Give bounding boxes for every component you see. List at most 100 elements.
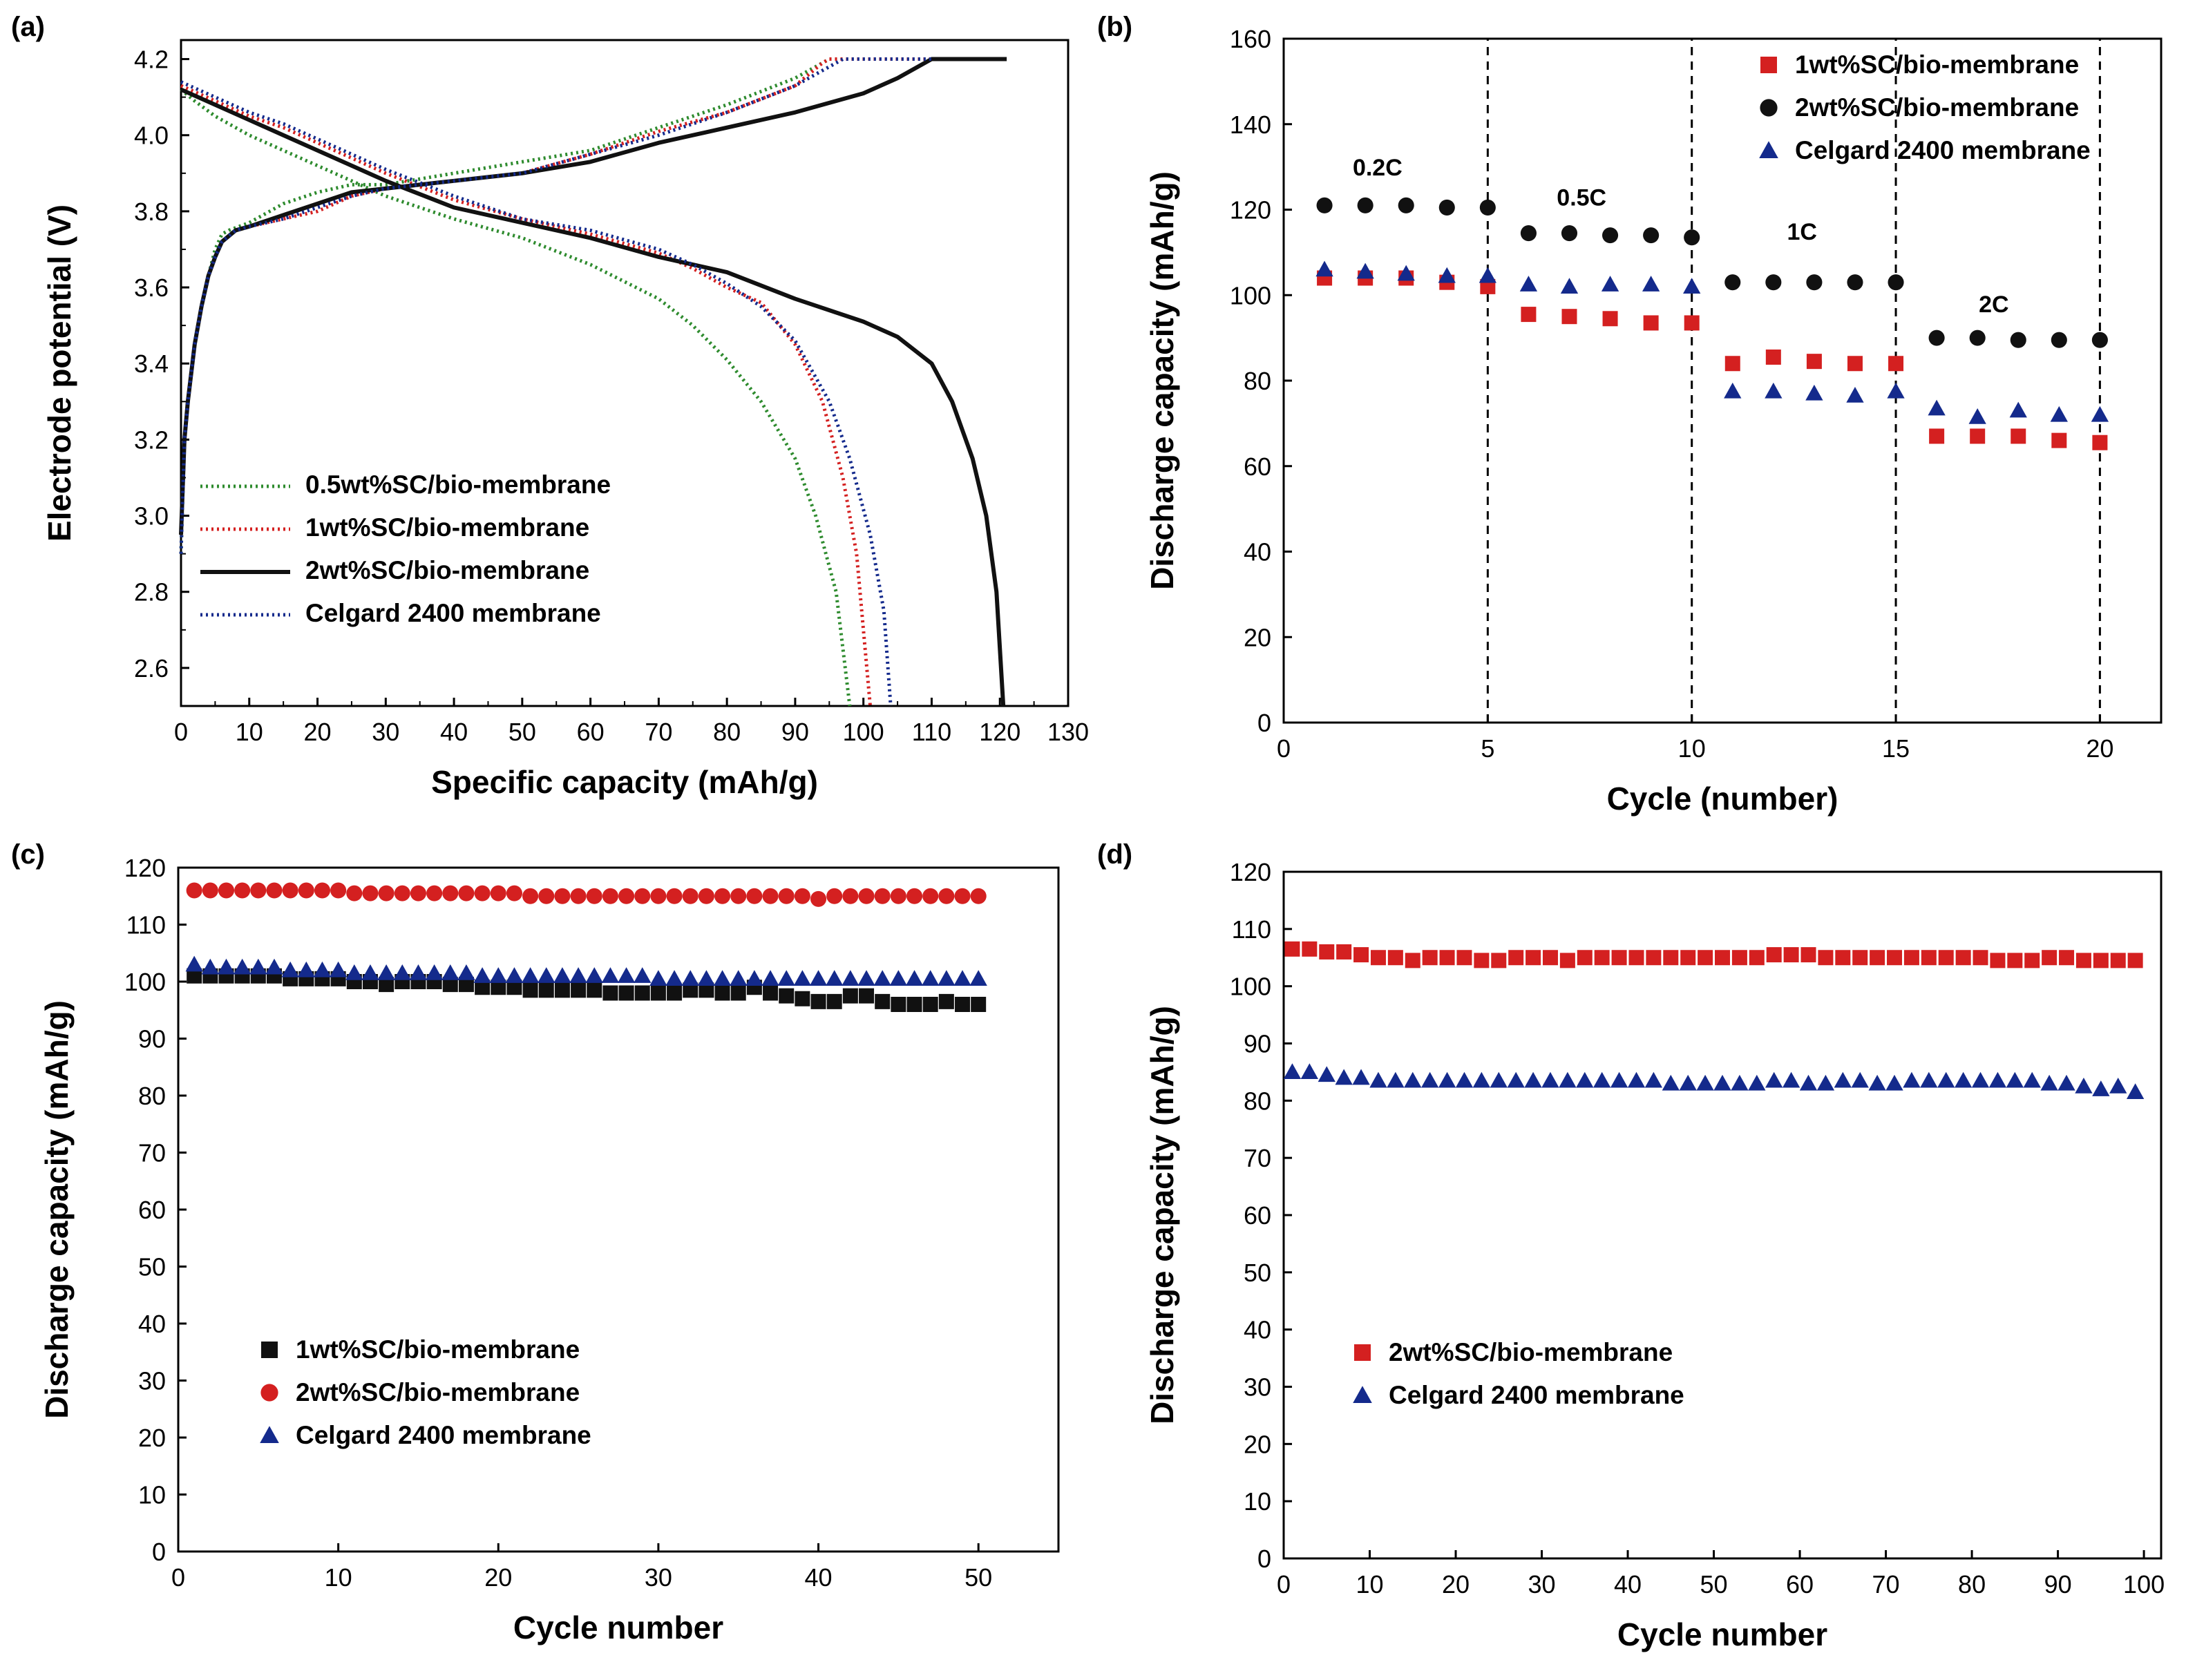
data-point: [2006, 1071, 2024, 1088]
y-tick-label: 80: [138, 1082, 166, 1110]
y-tick-label: 30: [138, 1367, 166, 1395]
y-tick-label: 0: [1257, 709, 1271, 737]
x-tick-label: 80: [713, 718, 741, 746]
data-point: [842, 970, 859, 986]
chart-c: 0 10 20 30 40 50 0 10 20 30 40 50 60 70 80 90 100 110 120 C…: [39, 854, 1060, 1645]
data-point: [1990, 953, 2006, 968]
data-point: [810, 890, 827, 907]
x-tick-label: 50: [1700, 1570, 1728, 1598]
y-tick-label: 120: [124, 854, 166, 882]
rate-label: 0.5C: [1557, 184, 1606, 211]
data-point: [698, 888, 714, 904]
legend-marker: [1354, 1344, 1371, 1361]
x-tick-label: 15: [1882, 734, 1910, 763]
data-point: [1455, 1071, 1474, 1088]
data-point: [1903, 1071, 1921, 1088]
x-tick-label: 10: [1678, 734, 1706, 763]
x-tick-label: 5: [1481, 734, 1494, 763]
data-point: [1319, 944, 1335, 960]
y-tick-label: 140: [1230, 111, 1271, 139]
data-point: [1642, 276, 1660, 292]
data-point: [329, 961, 348, 977]
data-point: [1683, 278, 1701, 294]
data-point: [683, 982, 698, 998]
data-point: [1369, 1071, 1387, 1088]
data-point: [1387, 950, 1403, 966]
data-point: [763, 985, 779, 1001]
x-tick-label: 50: [964, 1563, 992, 1592]
data-point: [1696, 1074, 1714, 1091]
data-point: [586, 888, 602, 904]
x-tick-label: 10: [236, 718, 263, 746]
data-point: [714, 888, 731, 904]
data-point: [938, 888, 955, 904]
data-point: [1507, 1071, 1525, 1088]
data-point: [1593, 1071, 1611, 1088]
x-tick-label: 120: [979, 718, 1020, 746]
data-point: [1490, 1071, 1508, 1088]
x-tick-label: 10: [325, 1563, 352, 1592]
legend-marker: [260, 1426, 279, 1444]
data-point: [1521, 307, 1537, 323]
data-point: [1713, 1074, 1731, 1091]
y-tick-label: 4.0: [134, 122, 169, 150]
data-point: [2007, 953, 2023, 968]
data-point: [2091, 405, 2109, 422]
data-point: [1847, 274, 1863, 291]
y-tick-label: 90: [138, 1025, 166, 1053]
data-point: [1520, 225, 1537, 242]
data-point: [2051, 432, 2067, 448]
data-point: [875, 993, 891, 1009]
data-point: [2092, 1080, 2110, 1096]
data-point: [1353, 947, 1369, 963]
y-tick-label: 3.4: [134, 350, 169, 378]
data-point: [1302, 941, 1318, 957]
data-point: [1766, 947, 1782, 963]
data-point: [1684, 315, 1700, 331]
data-point: [218, 882, 235, 899]
data-point: [1387, 1071, 1405, 1088]
data-point: [1663, 950, 1679, 966]
y-tick-label: 20: [1244, 623, 1271, 651]
data-point: [1479, 267, 1496, 283]
data-point: [1929, 428, 1945, 444]
legend-marker: [261, 1342, 278, 1358]
x-axis-title: Cycle number: [1617, 1616, 1827, 1652]
data-point: [569, 967, 587, 983]
y-tick-label: 30: [1244, 1373, 1271, 1402]
x-axis-title: Cycle (number): [1607, 781, 1838, 817]
data-point: [266, 882, 283, 899]
data-point: [1602, 227, 1619, 244]
data-point: [1868, 1074, 1886, 1091]
data-point: [618, 888, 635, 904]
x-tick-label: 30: [1528, 1570, 1556, 1598]
x-tick-label: 110: [912, 718, 951, 746]
data-point: [1806, 354, 1822, 370]
data-point: [697, 970, 716, 986]
data-point: [1765, 382, 1783, 399]
x-tick-label: 20: [1442, 1570, 1470, 1598]
data-point: [889, 970, 908, 986]
data-point: [2126, 1083, 2145, 1100]
data-point: [201, 958, 219, 975]
legend-marker: [260, 1384, 278, 1402]
data-point: [859, 988, 875, 1004]
data-point: [1851, 1071, 1869, 1088]
y-tick-label: 3.2: [134, 426, 169, 454]
data-point: [1474, 953, 1490, 968]
data-point: [842, 888, 859, 904]
data-point: [217, 958, 236, 975]
data-point: [1834, 1071, 1852, 1088]
data-point: [2011, 428, 2026, 444]
data-point: [1542, 950, 1558, 966]
data-point: [249, 958, 267, 975]
data-point: [809, 970, 828, 986]
x-tick-label: 0: [1277, 1570, 1291, 1598]
data-point: [953, 970, 971, 986]
rate-label: 2C: [1979, 292, 2008, 318]
y-tick-label: 100: [1230, 973, 1271, 1001]
data-point: [2050, 405, 2068, 422]
data-point: [1698, 950, 1713, 966]
data-point: [1684, 229, 1700, 246]
legend-label: 1wt%SC/bio-membrane: [305, 513, 589, 542]
